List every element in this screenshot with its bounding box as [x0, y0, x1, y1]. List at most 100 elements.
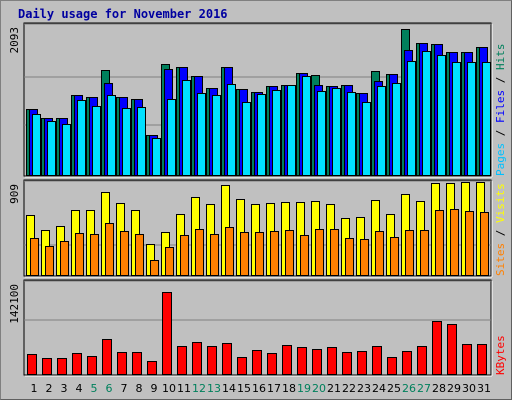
bar-pages-day-24	[377, 86, 386, 176]
y-max-label-kbytes: 142100	[8, 284, 21, 324]
bar-kbytes-day-20	[312, 349, 322, 375]
x-tick-day-8: 8	[136, 382, 143, 395]
bar-kbytes-day-6	[102, 339, 112, 375]
bar-pages-day-11	[182, 80, 191, 176]
bar-kbytes-day-13	[207, 346, 217, 375]
bar-kbytes-day-30	[462, 344, 472, 375]
bar-pages-day-9	[152, 138, 161, 176]
bar-pages-day-5	[92, 106, 101, 176]
legend-entry: /	[494, 223, 507, 243]
bar-sites-day-24	[375, 231, 384, 276]
x-tick-day-31: 31	[477, 382, 491, 395]
x-tick-day-25: 25	[387, 382, 401, 395]
bar-kbytes-day-14	[222, 343, 232, 375]
bar-kbytes-day-26	[402, 351, 412, 375]
legend-entry: Sites	[494, 243, 507, 276]
x-tick-day-26: 26	[402, 382, 416, 395]
bar-pages-day-30	[467, 62, 476, 176]
legend-entry: Visits	[494, 183, 507, 223]
x-tick-day-7: 7	[121, 382, 128, 395]
bar-kbytes-day-21	[327, 347, 337, 375]
x-tick-day-14: 14	[222, 382, 236, 395]
bar-pages-day-15	[242, 102, 251, 176]
bar-pages-day-3	[62, 124, 71, 176]
x-tick-day-9: 9	[151, 382, 158, 395]
legend-hits-files-pages: Pages / Files / Hits	[494, 44, 507, 177]
bar-kbytes-day-7	[117, 352, 127, 375]
x-tick-day-22: 22	[342, 382, 356, 395]
bar-sites-day-21	[330, 229, 339, 276]
bar-kbytes-day-11	[177, 346, 187, 375]
bar-pages-day-12	[197, 93, 206, 176]
bar-pages-day-16	[257, 94, 266, 176]
bar-pages-day-17	[272, 90, 281, 176]
bar-sites-day-10	[165, 247, 174, 276]
bar-sites-day-7	[120, 231, 129, 276]
bar-kbytes-day-4	[72, 353, 82, 375]
x-tick-day-17: 17	[267, 382, 281, 395]
bar-pages-day-14	[227, 84, 236, 176]
bar-kbytes-day-16	[252, 350, 262, 375]
bar-pages-day-10	[167, 99, 176, 176]
bar-kbytes-day-28	[432, 321, 442, 375]
x-tick-day-24: 24	[372, 382, 386, 395]
bar-kbytes-day-8	[132, 352, 142, 375]
bar-sites-day-29	[450, 209, 459, 276]
bar-pages-day-1	[32, 114, 41, 176]
x-tick-day-30: 30	[462, 382, 476, 395]
bar-sites-day-28	[435, 210, 444, 276]
legend-entry: /	[494, 70, 507, 90]
bar-sites-day-14	[225, 227, 234, 276]
x-tick-day-29: 29	[447, 382, 461, 395]
legend-kbytes: KBytes	[494, 335, 507, 375]
x-tick-day-21: 21	[327, 382, 341, 395]
bar-kbytes-day-23	[357, 351, 367, 375]
x-tick-day-3: 3	[61, 382, 68, 395]
bar-kbytes-day-22	[342, 352, 352, 375]
bar-pages-day-22	[347, 92, 356, 176]
bar-pages-day-20	[317, 91, 326, 176]
x-tick-day-27: 27	[417, 382, 431, 395]
bar-sites-day-26	[405, 230, 414, 276]
x-tick-day-10: 10	[162, 382, 176, 395]
x-tick-day-4: 4	[76, 382, 83, 395]
bar-sites-day-9	[150, 260, 159, 276]
bar-sites-day-27	[420, 230, 429, 276]
bar-pages-day-25	[392, 83, 401, 176]
bar-sites-day-3	[60, 241, 69, 276]
bar-pages-day-8	[137, 107, 146, 176]
bar-sites-day-2	[45, 246, 54, 276]
bar-sites-day-31	[480, 212, 489, 276]
bar-pages-day-4	[77, 100, 86, 176]
x-tick-day-1: 1	[31, 382, 38, 395]
bar-pages-day-28	[437, 55, 446, 176]
x-tick-day-13: 13	[207, 382, 221, 395]
x-tick-day-11: 11	[177, 382, 191, 395]
bar-pages-day-26	[407, 61, 416, 176]
bar-pages-day-7	[122, 108, 131, 176]
bar-sites-day-8	[135, 234, 144, 276]
bar-kbytes-day-9	[147, 361, 157, 375]
bar-pages-day-31	[482, 62, 491, 176]
bar-kbytes-day-5	[87, 356, 97, 375]
legend-entry: Pages	[494, 143, 507, 176]
bar-sites-day-13	[210, 234, 219, 276]
bar-sites-day-5	[90, 234, 99, 276]
legend-entry: KBytes	[494, 335, 507, 375]
bar-sites-day-1	[30, 238, 39, 276]
bar-sites-day-23	[360, 239, 369, 276]
bar-pages-day-27	[422, 51, 431, 176]
bar-kbytes-day-24	[372, 346, 382, 375]
bar-kbytes-day-2	[42, 358, 52, 375]
bar-pages-day-18	[287, 85, 296, 176]
bar-pages-day-29	[452, 62, 461, 176]
x-tick-day-18: 18	[282, 382, 296, 395]
bar-pages-day-23	[362, 102, 371, 176]
bar-sites-day-25	[390, 237, 399, 276]
x-tick-day-12: 12	[192, 382, 206, 395]
bar-pages-day-19	[302, 76, 311, 176]
x-tick-day-19: 19	[297, 382, 311, 395]
bar-pages-day-13	[212, 95, 221, 176]
bar-kbytes-day-12	[192, 342, 202, 375]
